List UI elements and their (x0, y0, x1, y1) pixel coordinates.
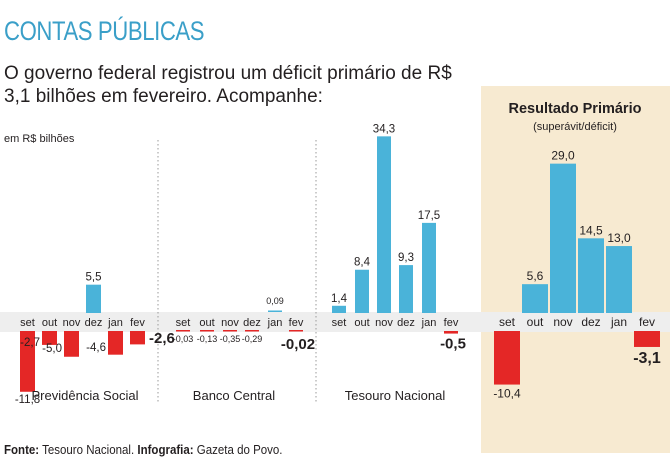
bar-2-fev (289, 330, 303, 332)
bar-4-fev (634, 331, 660, 347)
value-label-2-set: -0,03 (173, 334, 194, 344)
bar-1-out (42, 331, 57, 345)
value-label-4-out: 5,6 (527, 269, 544, 283)
month-label-4-nov: nov (553, 315, 572, 329)
month-label-3-dez: dez (397, 317, 415, 329)
month-label-1-fev: fev (130, 317, 145, 329)
value-label-1-dez: 5,5 (86, 272, 102, 284)
month-label-4-dez: dez (581, 315, 600, 329)
bar-2-nov (223, 330, 237, 332)
credit-label: Infografia: (137, 443, 194, 457)
value-label-2-dez: -0,29 (242, 334, 263, 344)
bar-1-jan (108, 331, 123, 355)
bar-3-nov (377, 136, 391, 313)
month-label-3-jan: jan (421, 317, 437, 329)
value-label-1-nov: -5,0 (42, 343, 62, 355)
month-label-4-out: out (527, 315, 544, 329)
value-label-1-out: -2,7 (20, 337, 40, 349)
value-label-3-nov: 34,3 (373, 123, 395, 135)
month-label-3-out: out (354, 317, 369, 329)
bar-2-dez (245, 330, 259, 332)
unit-label: em R$ bilhões (4, 133, 75, 145)
bar-3-fev (444, 331, 458, 334)
value-label-4-nov: 29,0 (551, 149, 575, 163)
bar-4-jan (606, 246, 632, 313)
source-text: Tesouro Nacional. (42, 443, 135, 457)
month-label-1-set: set (20, 317, 35, 329)
panel-title-4: Resultado Primário (509, 101, 642, 117)
month-label-3-nov: nov (375, 317, 393, 329)
bar-4-set (494, 331, 520, 385)
month-label-1-jan: jan (107, 317, 123, 329)
bar-1-set (20, 331, 35, 392)
value-label-2-fev: -0,02 (281, 336, 315, 353)
value-label-1-fev: -2,6 (149, 330, 175, 347)
lede-text: O governo federal registrou um déficit p… (4, 63, 452, 107)
month-label-4-fev: fev (639, 315, 655, 329)
value-label-3-dez: 9,3 (398, 252, 414, 264)
bar-2-out (200, 330, 214, 332)
bar-2-set (176, 330, 190, 332)
value-label-4-dez: 14,5 (579, 223, 603, 237)
month-label-2-fev: fev (289, 317, 304, 329)
credit-text: Gazeta do Povo. (196, 443, 283, 457)
value-label-1-jan: -4,6 (86, 342, 106, 354)
page-title: CONTAS PÚBLICAS (4, 16, 205, 46)
value-label-3-set: 1,4 (331, 293, 348, 305)
bar-2-jan (268, 310, 282, 312)
footer-credits: Fonte: Tesouro Nacional. Infografia: Gaz… (4, 443, 282, 457)
value-label-3-fev: -0,5 (440, 336, 466, 353)
month-label-1-dez: dez (85, 317, 103, 329)
bar-3-jan (422, 222, 436, 313)
value-label-4-set: -10,4 (493, 387, 521, 401)
month-band (0, 312, 670, 332)
value-label-2-jan: 0,09 (266, 296, 284, 306)
source-label: Fonte: (4, 443, 40, 457)
bar-1-dez (86, 284, 101, 313)
month-label-2-set: set (176, 317, 191, 329)
month-label-4-set: set (499, 315, 516, 329)
bar-4-nov (550, 163, 576, 313)
bar-3-set (332, 305, 346, 313)
bar-1-fev (130, 331, 145, 345)
bar-3-out (355, 269, 369, 313)
panel-title-1: Previdência Social (32, 388, 139, 403)
month-label-3-fev: fev (444, 317, 459, 329)
value-label-2-out: -0,13 (197, 334, 218, 344)
value-label-4-fev: -3,1 (633, 350, 661, 367)
bar-4-out (522, 284, 548, 313)
month-label-2-out: out (199, 317, 214, 329)
panel-title-2: Banco Central (193, 388, 275, 403)
bar-3-dez (399, 265, 413, 313)
value-label-2-nov: -0,35 (220, 334, 241, 344)
month-label-2-jan: jan (267, 317, 283, 329)
month-label-2-nov: nov (221, 317, 239, 329)
bar-1-nov (64, 331, 79, 357)
value-label-1-set: -11,8 (15, 394, 40, 406)
bar-4-dez (578, 238, 604, 313)
month-label-1-nov: nov (63, 317, 81, 329)
value-label-3-jan: 17,5 (418, 210, 440, 222)
month-label-2-dez: dez (243, 317, 261, 329)
value-label-4-jan: 13,0 (607, 231, 631, 245)
value-label-3-out: 8,4 (354, 257, 371, 269)
panel-title-3: Tesouro Nacional (345, 388, 446, 403)
month-label-3-set: set (332, 317, 347, 329)
month-label-4-jan: jan (610, 315, 627, 329)
panel-subtitle-4: (superávit/déficit) (533, 121, 617, 133)
month-label-1-out: out (42, 317, 57, 329)
